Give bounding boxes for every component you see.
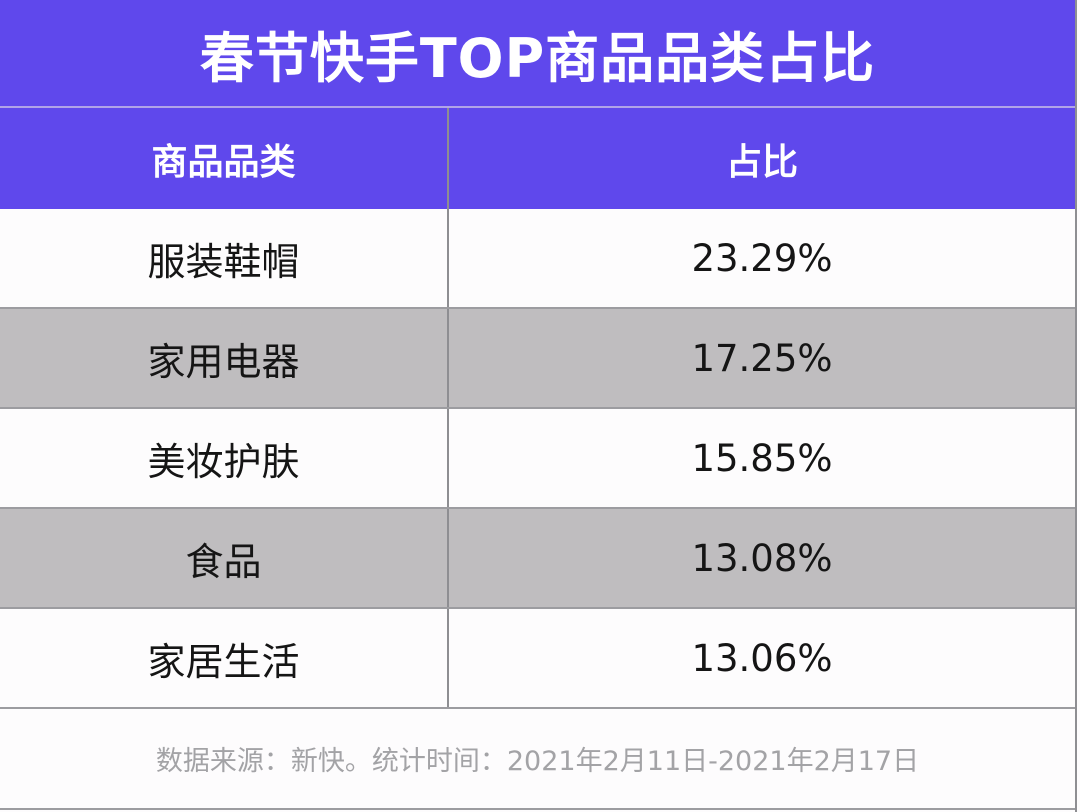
table-row: 家居生活 13.06% [0,609,1075,709]
table-row: 美妆护肤 15.85% [0,409,1075,509]
category-cell: 服装鞋帽 [0,209,449,307]
category-cell: 家用电器 [0,309,449,407]
table-row: 食品 13.08% [0,509,1075,609]
table-row: 服装鞋帽 23.29% [0,209,1075,309]
header-category: 商品品类 [0,108,449,209]
table-row: 家用电器 17.25% [0,309,1075,409]
data-source-note: 数据来源：新快。统计时间：2021年2月11日-2021年2月17日 [0,709,1075,810]
share-cell: 13.08% [691,536,833,580]
share-cell: 13.06% [691,636,833,680]
share-cell: 15.85% [691,436,833,480]
share-cell: 23.29% [691,236,833,280]
share-cell: 17.25% [691,336,833,380]
category-cell: 美妆护肤 [0,409,449,507]
category-cell: 食品 [0,509,449,607]
table-header-row: 商品品类 占比 [0,108,1075,209]
category-cell: 家居生活 [0,609,449,707]
table-title: 春节快手TOP商品品类占比 [0,0,1075,108]
header-share: 占比 [725,141,798,183]
